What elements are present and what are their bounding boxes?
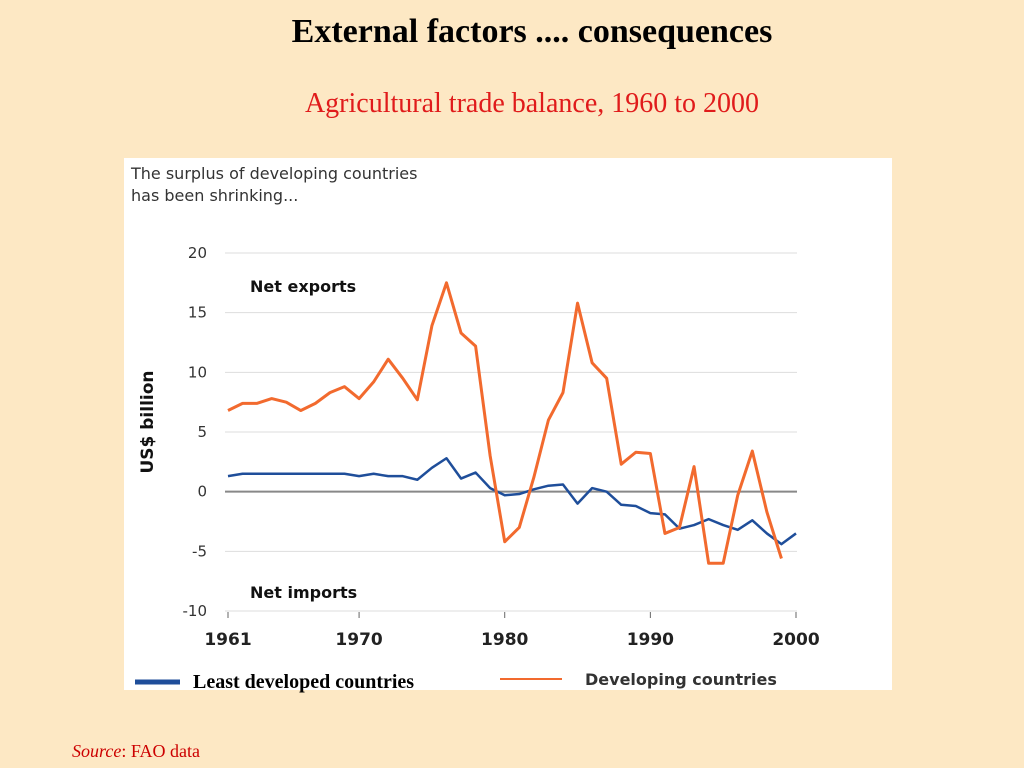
y-axis-label: US$ billion (138, 370, 158, 473)
y-tick-label: 20 (188, 244, 207, 262)
annotation: Net exports (250, 277, 356, 296)
x-tick-label: 1980 (481, 630, 528, 650)
y-tick-label: 0 (197, 483, 207, 501)
slide-subtitle: Agricultural trade balance, 1960 to 2000 (305, 88, 759, 119)
source: Source: FAO data (72, 741, 200, 761)
annotation: Net imports (250, 583, 357, 602)
source-label: Source (72, 741, 121, 761)
x-tick-label: 1970 (335, 630, 382, 650)
y-tick-label: -5 (192, 542, 207, 560)
source-text: : FAO data (121, 741, 200, 761)
x-tick-label: 2000 (772, 630, 819, 650)
y-tick-label: 5 (197, 423, 207, 441)
slide-title: External factors .... consequences (292, 13, 773, 50)
y-tick-label: 15 (188, 304, 207, 322)
chart-panel (124, 158, 892, 690)
chart-title: The surplus of developing countries (130, 164, 417, 183)
chart-title: has been shrinking... (131, 186, 298, 205)
series-line (227, 281, 783, 565)
legend-label: Least developed countries (193, 671, 414, 693)
y-tick-label: -10 (183, 602, 208, 620)
legend-label: Developing countries (585, 670, 777, 689)
y-tick-label: 10 (188, 363, 207, 381)
x-tick-label: 1990 (627, 630, 674, 650)
x-tick-label: 1961 (204, 630, 251, 650)
